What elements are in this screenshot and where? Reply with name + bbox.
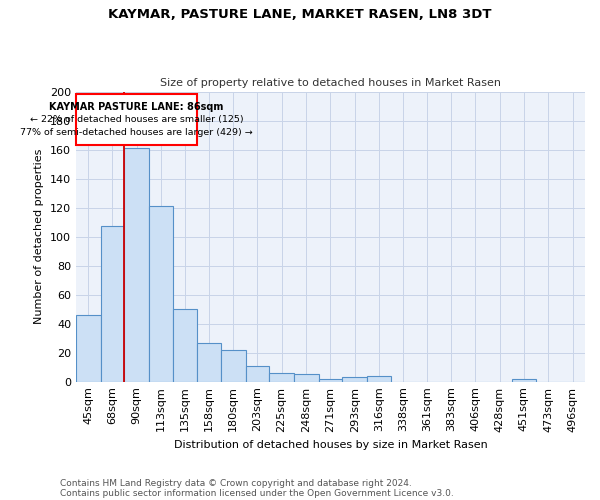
Bar [76,315,101,382]
Text: Contains public sector information licensed under the Open Government Licence v3: Contains public sector information licen… [60,488,454,498]
Bar [269,373,294,382]
Y-axis label: Number of detached properties: Number of detached properties [34,149,44,324]
Bar [245,366,269,382]
X-axis label: Distribution of detached houses by size in Market Rasen: Distribution of detached houses by size … [173,440,487,450]
Bar [367,376,391,382]
Text: KAYMAR PASTURE LANE: 86sqm: KAYMAR PASTURE LANE: 86sqm [49,102,224,112]
Bar [173,309,197,382]
Text: KAYMAR, PASTURE LANE, MARKET RASEN, LN8 3DT: KAYMAR, PASTURE LANE, MARKET RASEN, LN8 … [108,8,492,20]
Bar [294,374,319,382]
Bar [512,379,536,382]
Text: Contains HM Land Registry data © Crown copyright and database right 2024.: Contains HM Land Registry data © Crown c… [60,478,412,488]
Text: ← 22% of detached houses are smaller (125): ← 22% of detached houses are smaller (12… [30,115,244,124]
Bar [319,379,342,382]
FancyBboxPatch shape [76,94,197,145]
Bar [197,342,221,382]
Title: Size of property relative to detached houses in Market Rasen: Size of property relative to detached ho… [160,78,501,88]
Bar [342,378,367,382]
Bar [124,148,149,382]
Text: 77% of semi-detached houses are larger (429) →: 77% of semi-detached houses are larger (… [20,128,253,137]
Bar [221,350,245,382]
Bar [101,226,124,382]
Bar [149,206,173,382]
